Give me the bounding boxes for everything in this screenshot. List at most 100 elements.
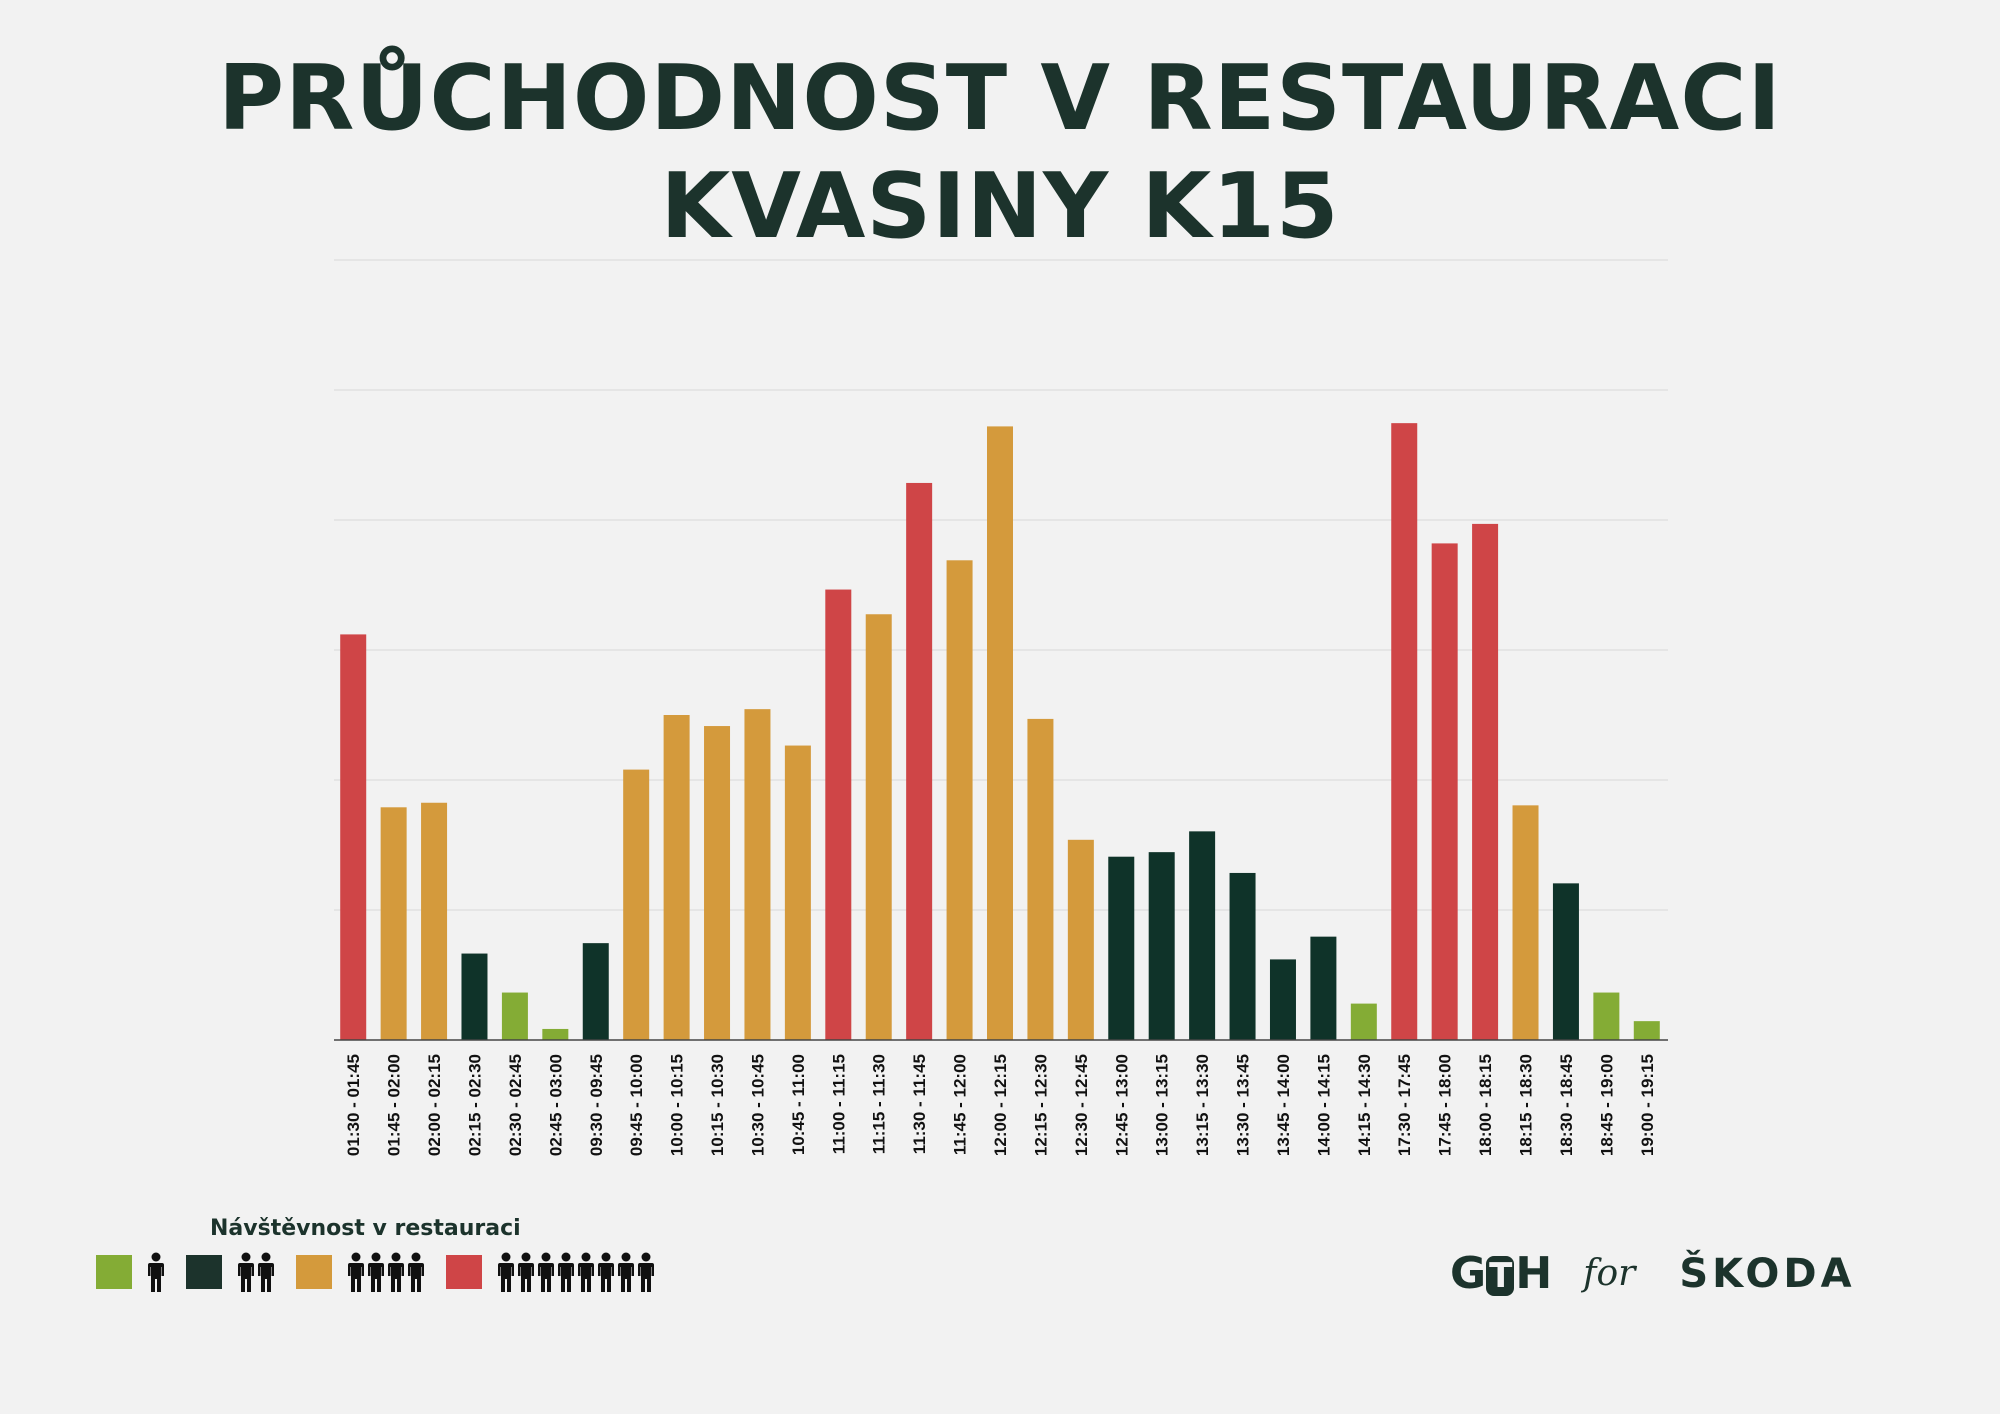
chart-title-line-2: KVASINY K15 xyxy=(660,154,1340,259)
x-tick-label: 11:15 - 11:30 xyxy=(870,1054,889,1154)
bar xyxy=(1108,856,1135,1040)
x-tick-label: 12:45 - 13:00 xyxy=(1112,1054,1131,1156)
x-tick-label: 18:00 - 18:15 xyxy=(1476,1054,1495,1156)
x-tick-label: 12:30 - 12:45 xyxy=(1072,1054,1091,1156)
bar xyxy=(1027,718,1054,1040)
x-tick-label: 01:30 - 01:45 xyxy=(344,1054,363,1156)
legend-title: Návštěvnost v restauraci xyxy=(210,1216,521,1241)
x-tick-label: 19:00 - 19:15 xyxy=(1638,1054,1657,1156)
bar xyxy=(1310,936,1337,1040)
x-tick-label: 09:45 - 10:00 xyxy=(627,1054,646,1156)
bar xyxy=(946,560,973,1040)
x-tick-label: 17:30 - 17:45 xyxy=(1395,1054,1414,1156)
legend-swatch xyxy=(296,1255,332,1289)
person-icon xyxy=(368,1252,384,1292)
person-icon xyxy=(518,1252,534,1292)
legend-swatch xyxy=(96,1255,132,1289)
bar xyxy=(1269,959,1296,1040)
legend-people-group xyxy=(346,1252,426,1292)
bar xyxy=(1350,1003,1377,1040)
legend xyxy=(96,1252,676,1292)
bar xyxy=(987,426,1013,1040)
x-tick-label: 02:30 - 02:45 xyxy=(506,1054,525,1156)
x-tick-label: 12:15 - 12:30 xyxy=(1031,1054,1050,1156)
person-icon xyxy=(618,1252,634,1292)
x-tick-label: 13:00 - 13:15 xyxy=(1153,1054,1172,1156)
bar xyxy=(1472,523,1499,1040)
bar xyxy=(623,769,650,1040)
x-tick-label: 10:45 - 11:00 xyxy=(789,1054,808,1155)
legend-people-group xyxy=(236,1252,276,1292)
bar xyxy=(1512,805,1539,1040)
x-tick-label: 02:45 - 03:00 xyxy=(546,1054,565,1156)
legend-people-group xyxy=(496,1252,656,1292)
person-icon xyxy=(148,1252,164,1292)
bar xyxy=(1148,852,1175,1040)
for-text: for xyxy=(1583,1253,1636,1294)
bar xyxy=(380,807,407,1040)
bar xyxy=(421,802,448,1040)
chart-title-line-1: PRŮCHODNOST V RESTAURACI xyxy=(218,46,1782,151)
bar xyxy=(542,1028,569,1040)
x-tick-label: 09:30 - 09:45 xyxy=(587,1054,606,1156)
bar xyxy=(1593,992,1620,1040)
x-tick-label: 11:45 - 12:00 xyxy=(951,1054,970,1155)
bar xyxy=(865,614,892,1040)
x-tick-label: 10:15 - 10:30 xyxy=(708,1054,727,1156)
bar xyxy=(582,943,609,1040)
x-tick-label: 11:30 - 11:45 xyxy=(910,1054,929,1154)
x-tick-label: 18:30 - 18:45 xyxy=(1557,1054,1576,1156)
chart-title: PRŮCHODNOST V RESTAURACI KVASINY K15 xyxy=(0,45,2000,261)
bar xyxy=(744,709,771,1040)
x-tick-label: 13:15 - 13:30 xyxy=(1193,1054,1212,1156)
x-tick-label: 13:30 - 13:45 xyxy=(1234,1054,1253,1156)
legend-swatch xyxy=(186,1255,222,1289)
bar xyxy=(1067,839,1094,1040)
bar xyxy=(825,589,852,1040)
bar xyxy=(1431,543,1458,1040)
x-tick-label: 18:45 - 19:00 xyxy=(1597,1054,1616,1156)
x-tick-label: 14:00 - 14:15 xyxy=(1314,1054,1333,1156)
x-tick-label: 18:15 - 18:30 xyxy=(1517,1054,1536,1156)
bar xyxy=(906,482,933,1040)
gth-logo: G TH xyxy=(1450,1248,1552,1299)
bar xyxy=(1552,883,1579,1040)
person-icon xyxy=(388,1252,404,1292)
x-tick-label: 10:00 - 10:15 xyxy=(668,1054,687,1156)
x-tick-label: 01:45 - 02:00 xyxy=(385,1054,404,1156)
person-icon xyxy=(598,1252,614,1292)
bar xyxy=(1391,423,1418,1040)
x-tick-label: 14:15 - 14:30 xyxy=(1355,1054,1374,1156)
bars xyxy=(340,423,1660,1040)
person-icon xyxy=(348,1252,364,1292)
bar xyxy=(501,992,528,1040)
skoda-logo: ŠKODA xyxy=(1679,1250,1856,1297)
bar xyxy=(340,634,367,1040)
x-tick-label: 12:00 - 12:15 xyxy=(991,1054,1010,1156)
bar xyxy=(663,715,690,1040)
bar xyxy=(461,953,488,1040)
logos: G TH for ŠKODA xyxy=(1450,1248,1856,1299)
bar xyxy=(1633,1021,1660,1040)
x-tick-labels: 01:30 - 01:45 01:45 - 02:00 02:00 - 02:15 0… xyxy=(344,1054,1657,1156)
person-icon xyxy=(578,1252,594,1292)
person-icon xyxy=(498,1252,514,1292)
x-tick-label: 10:30 - 10:45 xyxy=(748,1054,767,1156)
gth-logo-t: T xyxy=(1486,1256,1515,1296)
person-icon xyxy=(408,1252,424,1292)
x-tick-label: 02:15 - 02:30 xyxy=(465,1054,484,1156)
x-tick-label: 13:45 - 14:00 xyxy=(1274,1054,1293,1156)
bar xyxy=(1229,872,1256,1040)
x-tick-label: 11:00 - 11:15 xyxy=(829,1054,848,1154)
x-tick-label: 17:45 - 18:00 xyxy=(1436,1054,1455,1156)
x-tick-label: 02:00 - 02:15 xyxy=(425,1054,444,1156)
legend-swatch xyxy=(446,1255,482,1289)
person-icon xyxy=(558,1252,574,1292)
bar xyxy=(1189,831,1216,1040)
person-icon xyxy=(238,1252,254,1292)
person-icon xyxy=(258,1252,274,1292)
person-icon xyxy=(638,1252,654,1292)
person-icon xyxy=(538,1252,554,1292)
bar xyxy=(704,726,731,1040)
